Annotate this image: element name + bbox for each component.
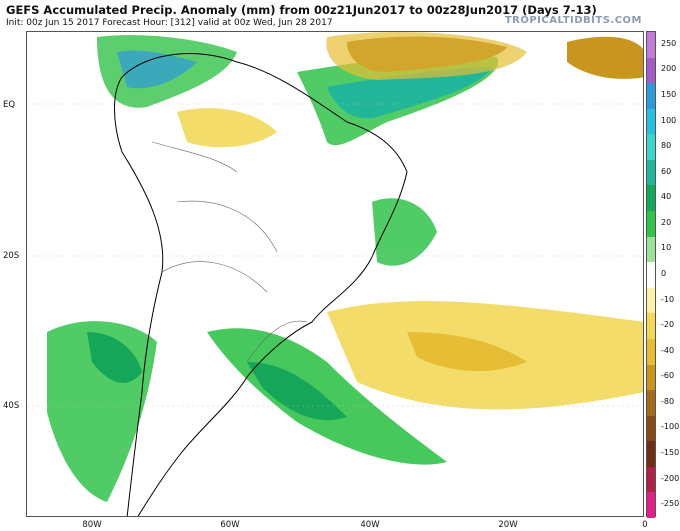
brand-watermark: TROPICALTIDBITS.COM [504,15,642,26]
colorbar-segment [647,262,655,289]
wet-band-north-core [327,67,492,119]
colorbar-segment [647,83,655,110]
lon-label-60w: 60W [220,520,240,530]
colorbar-tick-label: -250 [661,499,680,509]
wet-pacific-core [87,332,142,383]
dry-ne [567,36,643,79]
colorbar-tick-label: 10 [661,243,672,253]
map-title: GEFS Accumulated Precip. Anomaly (mm) fr… [6,3,597,17]
colorbar-tick-label: -10 [661,294,675,304]
colorbar [646,31,656,519]
colorbar-segment [647,32,655,59]
lat-label-eq: EQ [3,100,16,110]
colorbar-tick-label: 200 [661,64,677,74]
colorbar-segment [647,492,655,519]
lon-label-20w: 20W [498,520,518,530]
colorbar-tick-label: 150 [661,89,677,99]
wet-east-coast [372,198,437,266]
colorbar-segment [647,441,655,468]
colorbar-segment [647,390,655,417]
colorbar-segment [647,236,655,263]
colorbar-segment [647,134,655,161]
lon-label-40w: 40W [360,520,380,530]
colorbar-segment [647,185,655,212]
lon-label-0: 0 [642,520,648,530]
colorbar-tick-label: -20 [661,320,675,330]
colorbar-tick-label: -80 [661,396,675,406]
colorbar-segment [647,159,655,186]
colorbar-tick-label: -100 [661,422,680,432]
lat-label-40s: 40S [3,401,20,411]
map-canvas [27,32,643,516]
colorbar-segment [647,364,655,391]
dry-band-atlantic-core [407,332,527,372]
border-line [246,320,308,363]
colorbar-tick-label: 0 [661,269,667,278]
colorbar-segment [647,466,655,493]
colorbar-segment [647,287,655,314]
wet-southeast-core [247,362,347,421]
south-america-coast [114,53,408,516]
colorbar-segment [647,57,655,84]
colorbar-tick-label: -60 [661,371,675,381]
colorbar-tick-label: 250 [661,38,677,48]
map-subtitle: Init: 00z Jun 15 2017 Forecast Hour: [31… [6,18,333,28]
colorbar-tick-label: -200 [661,473,680,483]
colorbar-segment [647,108,655,135]
lon-label-80w: 80W [82,520,102,530]
colorbar-segment [647,313,655,340]
wet-nw-core [117,50,197,89]
colorbar-tick-label: 40 [661,192,672,202]
border-line [176,200,278,253]
border-line [151,141,238,173]
border-line [161,261,268,293]
colorbar-tick-label: -150 [661,448,680,458]
country-borders [151,141,308,363]
dry-north-halo [326,32,527,80]
lat-label-20s: 20S [3,251,20,261]
anomaly-fields [47,32,643,502]
precip-anomaly-map [26,31,644,517]
colorbar-tick-label: 20 [661,217,672,227]
colorbar-tick-label: 80 [661,141,672,151]
colorbar-segment [647,211,655,238]
colorbar-segment [647,338,655,366]
dry-amazon [177,108,277,148]
land-outline [114,53,408,516]
colorbar-segment [647,415,655,442]
colorbar-tick-label: 100 [661,115,677,125]
colorbar-tick-label: -40 [661,345,675,355]
gridlines [27,103,643,407]
wet-southeast [207,328,447,465]
colorbar-tick-label: 60 [661,166,672,176]
